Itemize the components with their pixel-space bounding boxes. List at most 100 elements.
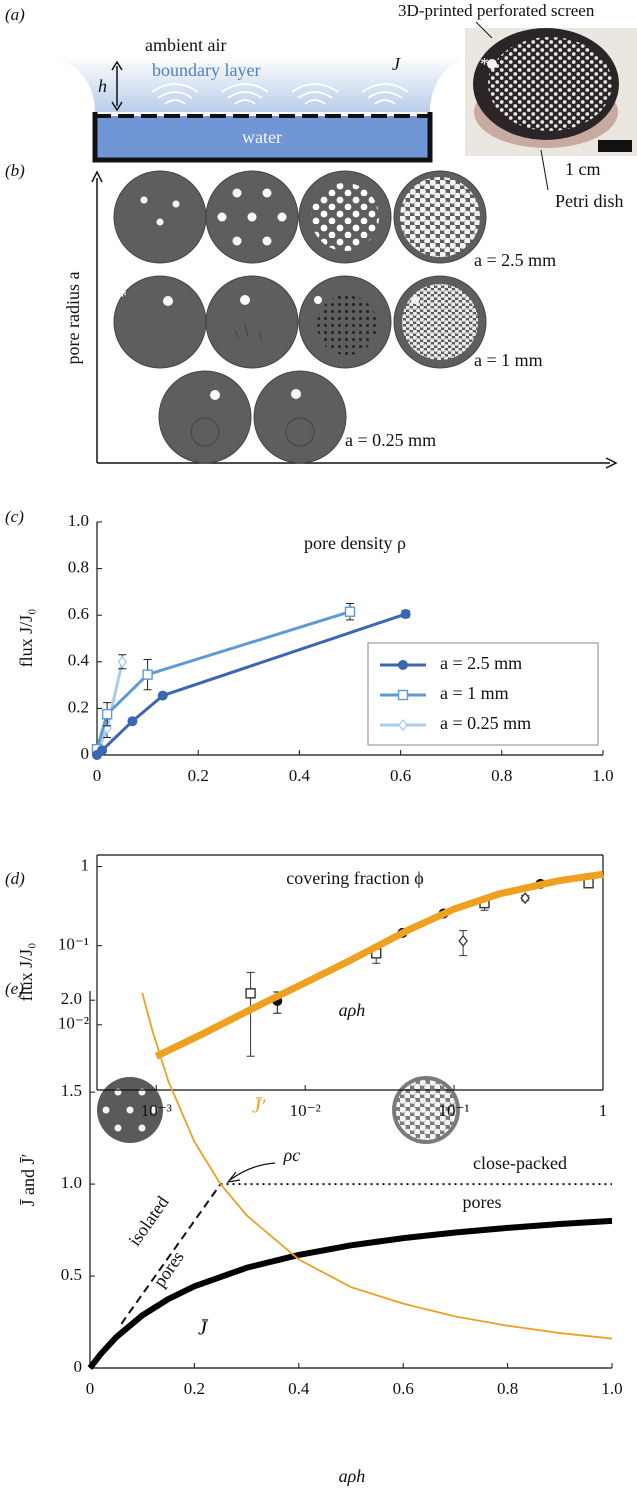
series-label: J̄′ bbox=[252, 1096, 266, 1118]
panel-label: (a) bbox=[5, 5, 25, 24]
series-line bbox=[141, 992, 613, 1340]
flux-label: J bbox=[392, 54, 401, 74]
x-tick-label: 0.6 bbox=[393, 1379, 414, 1398]
x-tick-label: 0.4 bbox=[288, 1379, 310, 1398]
marker bbox=[400, 609, 411, 620]
y-tick-label: 0 bbox=[74, 1357, 83, 1376]
series-line bbox=[95, 610, 351, 750]
annotation: pores bbox=[149, 1247, 188, 1290]
water bbox=[95, 116, 430, 160]
y-tick-label: 0.5 bbox=[61, 1265, 82, 1284]
y-tick-label: 1.0 bbox=[68, 511, 89, 530]
vapor-waves bbox=[151, 83, 409, 105]
h-arrowheads bbox=[111, 60, 123, 112]
x-tick-label: 0 bbox=[93, 766, 102, 785]
x-tick-label: 1.0 bbox=[592, 766, 613, 785]
leader-line bbox=[540, 149, 549, 191]
y-tick-label: 2.0 bbox=[61, 989, 82, 1008]
y-tick-label: 0.2 bbox=[68, 697, 89, 716]
pores bbox=[311, 183, 379, 251]
y-tick-label: 0.4 bbox=[68, 651, 90, 670]
marker bbox=[157, 690, 168, 701]
annotation: close-packed bbox=[473, 1153, 567, 1173]
series-line bbox=[95, 612, 407, 757]
ambient-air-label: ambient air bbox=[145, 35, 226, 55]
marker bbox=[97, 745, 108, 756]
x-tick-label: 10⁻¹ bbox=[439, 1101, 470, 1120]
y-axis-label: pore radius a bbox=[63, 272, 83, 365]
x-axis-label: aρh bbox=[339, 1466, 366, 1486]
x-tick-label: 1 bbox=[599, 1101, 608, 1120]
chart-title: covering fraction ϕ bbox=[286, 868, 423, 888]
asterisk: * bbox=[118, 286, 127, 306]
y-tick-label: 0 bbox=[81, 744, 90, 763]
marker bbox=[101, 709, 113, 720]
annotation-arrow bbox=[229, 1162, 276, 1181]
annotation: pores bbox=[463, 1192, 502, 1212]
row-label: a = 1 mm bbox=[474, 350, 543, 370]
error-bar bbox=[246, 971, 255, 1057]
marker bbox=[458, 934, 468, 947]
panel-label: (e) bbox=[5, 979, 24, 998]
panel-label: (b) bbox=[5, 161, 25, 180]
series-line bbox=[154, 870, 604, 1060]
dish-walls bbox=[92, 112, 433, 163]
series-label: J̄ bbox=[198, 1318, 208, 1340]
panel-e-photos bbox=[97, 1076, 460, 1144]
row-label: a = 2.5 mm bbox=[474, 250, 556, 270]
x-tick-label: 0.6 bbox=[390, 766, 411, 785]
annotation: ρc bbox=[283, 1145, 301, 1165]
y-tick-label: 0.8 bbox=[68, 558, 89, 577]
boundary-layer-label: boundary layer bbox=[152, 60, 260, 80]
fiducial bbox=[487, 59, 497, 69]
marker bbox=[520, 892, 530, 905]
legend-marker bbox=[398, 718, 408, 732]
x-tick-label: 0.2 bbox=[188, 766, 209, 785]
panel-label: (d) bbox=[5, 869, 25, 888]
leader-line bbox=[475, 21, 493, 39]
x-tick-label: 0.4 bbox=[289, 766, 311, 785]
y-tick-label: 1.5 bbox=[61, 1081, 82, 1100]
pores bbox=[400, 177, 480, 257]
marker bbox=[245, 988, 256, 999]
y-axis-label: flux J/J₀ bbox=[16, 609, 36, 668]
legend-label: a = 2.5 mm bbox=[440, 653, 522, 673]
marker bbox=[142, 669, 153, 680]
legend-marker bbox=[398, 660, 408, 670]
h-label: h bbox=[98, 76, 107, 96]
y-axis-label: flux J/J₀ bbox=[16, 943, 36, 1002]
screen-label: 3D-printed perforated screen bbox=[398, 1, 595, 20]
arrowheads bbox=[91, 170, 618, 469]
asterisk: * bbox=[480, 54, 489, 74]
y-tick-label: 1.0 bbox=[61, 1173, 82, 1192]
series-line bbox=[87, 1217, 613, 1370]
panel-label: (c) bbox=[5, 507, 24, 526]
panel-b: (b) pore radius a * a = 2.5 mm a = 1 mm … bbox=[5, 161, 618, 469]
marker bbox=[117, 655, 128, 668]
screen-holes bbox=[488, 37, 612, 131]
y-tick-label: 0.6 bbox=[68, 604, 89, 623]
y-tick-label: 1 bbox=[81, 855, 90, 874]
scale-bar bbox=[598, 140, 632, 152]
x-tick-label: 0.8 bbox=[491, 766, 512, 785]
panel-a: (a) water ambient air boundary layer h J… bbox=[5, 1, 637, 211]
chart-title: aρh bbox=[339, 1000, 366, 1020]
marker bbox=[344, 606, 356, 617]
legend-label: a = 1 mm bbox=[440, 683, 509, 703]
marker bbox=[127, 716, 138, 727]
annotation-arrowhead bbox=[226, 1171, 241, 1183]
legend-label: a = 0.25 mm bbox=[440, 713, 531, 733]
disk-marks bbox=[190, 324, 315, 447]
y-tick-label: 10⁻¹ bbox=[58, 935, 89, 954]
pores bbox=[402, 284, 478, 360]
x-tick-label: 0 bbox=[86, 1379, 95, 1398]
y-axis-label: J̄ and J̄′ bbox=[18, 1153, 38, 1206]
annotation: isolated bbox=[124, 1192, 173, 1249]
x-tick-label: 10⁻³ bbox=[141, 1101, 172, 1120]
scale-label: 1 cm bbox=[565, 159, 601, 179]
legend-marker bbox=[397, 689, 409, 701]
x-tick-label: 1.0 bbox=[601, 1379, 622, 1398]
water-label: water bbox=[242, 127, 282, 147]
x-tick-label: 10⁻² bbox=[290, 1101, 321, 1120]
